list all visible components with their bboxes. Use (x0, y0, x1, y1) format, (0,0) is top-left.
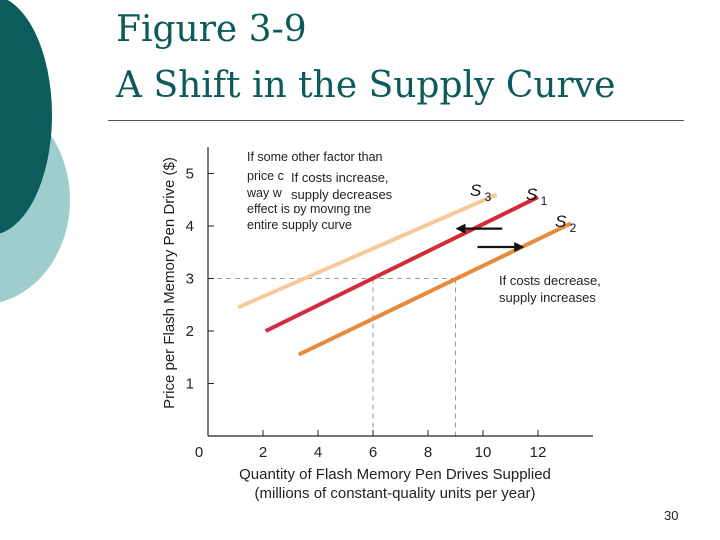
x-axis-title: Quantity of Flash Memory Pen Drives Supp… (239, 466, 551, 483)
page-number: 30 (664, 508, 679, 523)
supply-curve-s2 (297, 221, 572, 357)
decor-dark-circle (0, 0, 52, 234)
annotation-decrease-line: If costs decrease, (499, 273, 601, 288)
arrow-right-icon (514, 242, 525, 252)
x-tick-label: 2 (259, 444, 267, 461)
annotation-decrease-line: supply increases (499, 290, 596, 305)
x-axis-subtitle: (millions of constant-quality units per … (255, 485, 536, 502)
annotation-increase-box (286, 166, 400, 206)
slide-title-heading: A Shift in the Supply Curve (116, 65, 616, 106)
series-label-s1: S 1 (526, 185, 548, 208)
series-label-s2: S 2 (555, 212, 577, 235)
x-tick-label: 8 (424, 444, 432, 461)
y-tick-label: 3 (186, 271, 194, 288)
x-tick-label: 4 (314, 444, 322, 461)
y-axis-title: Price per Flash Memory Pen Drive ($) (161, 157, 178, 409)
annotation-main-line: If some other factor than (247, 150, 383, 164)
x-tick-label: 0 (195, 444, 203, 461)
x-tick-label: 12 (530, 444, 547, 461)
slide-title-figure: Figure 3-9 (116, 9, 307, 50)
series-label-s3: S 3 (470, 181, 492, 204)
annotation-main-line: entire supply curve (247, 218, 352, 232)
supply-curve-s1 (264, 195, 539, 333)
title-divider (108, 120, 684, 121)
y-tick-label: 4 (186, 218, 194, 235)
y-tick-label: 2 (186, 323, 194, 340)
arrow-left-icon (455, 223, 466, 234)
annotation-main-line: price c (247, 169, 284, 183)
x-tick-label: 6 (369, 444, 377, 461)
x-tick-label: 10 (475, 444, 492, 461)
annotation-increase-line: If costs increase, (291, 170, 389, 185)
y-tick-label: 5 (186, 166, 194, 183)
annotation-main-line: way w (246, 186, 283, 200)
y-tick-label: 1 (186, 376, 194, 393)
annotation-increase-line: supply decreases (291, 187, 393, 202)
supply-curve-s3 (237, 192, 498, 310)
